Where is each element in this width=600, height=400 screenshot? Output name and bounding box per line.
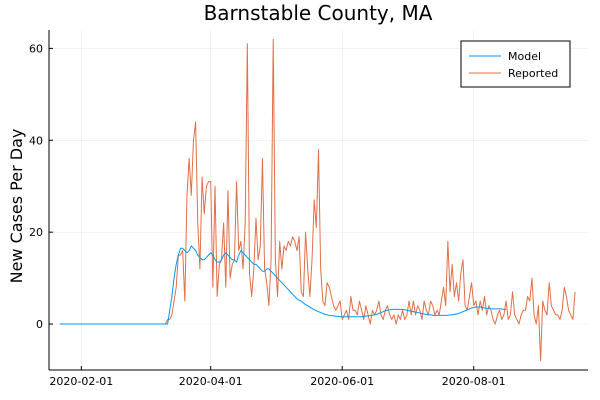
legend-label-reported: Reported xyxy=(508,67,558,80)
x-tick-label: 2020-08-01 xyxy=(442,375,506,388)
x-tick-label: 2020-02-01 xyxy=(49,375,113,388)
y-tick-label: 0 xyxy=(36,318,43,331)
tick-labels: 2020-02-01 2020-04-01 2020-06-01 2020-08-01… xyxy=(29,42,506,388)
y-tick-label: 20 xyxy=(29,226,43,239)
legend-box xyxy=(460,40,571,88)
chart-title: Barnstable County, MA xyxy=(204,1,433,25)
legend-label-model: Model xyxy=(508,50,541,63)
x-tick-label: 2020-06-01 xyxy=(310,375,374,388)
x-tick-label: 2020-04-01 xyxy=(179,375,243,388)
y-tick-label: 40 xyxy=(29,134,43,147)
y-axis-label: New Cases Per Day xyxy=(7,129,26,284)
legend: Model Reported xyxy=(460,40,571,88)
series-lines xyxy=(59,38,576,362)
y-tick-label: 60 xyxy=(29,42,43,55)
series-line-model xyxy=(59,245,507,325)
axes xyxy=(48,30,588,371)
